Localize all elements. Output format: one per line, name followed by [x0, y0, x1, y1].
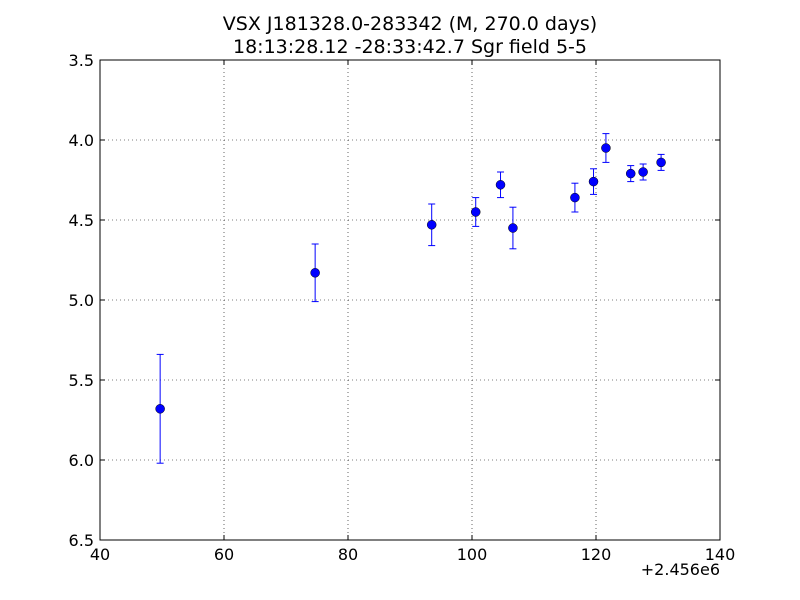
x-tick-label: 80 [338, 545, 358, 564]
y-tick-label: 4.5 [69, 211, 94, 230]
x-tick-label: 60 [214, 545, 234, 564]
data-point [495, 180, 506, 190]
data-point [426, 220, 437, 230]
x-tick-label: 140 [705, 545, 736, 564]
grid [100, 60, 720, 540]
plot-frame [99, 59, 721, 541]
y-tick-label: 5.0 [69, 291, 94, 310]
data-point [588, 176, 599, 187]
data-point [625, 168, 636, 179]
x-tick-label: 40 [90, 545, 110, 564]
x-tick-label: 120 [581, 545, 612, 564]
data-point [638, 167, 648, 177]
data-point [508, 223, 518, 233]
data-point [155, 404, 165, 414]
data-point [310, 268, 320, 278]
data-point [601, 143, 611, 153]
y-tick-label: 4.0 [69, 131, 94, 150]
chart-title-line2: 18:13:28.12 -28:33:42.7 Sgr field 5-5 [233, 36, 587, 58]
y-tick-label: 6.0 [69, 451, 94, 470]
y-tick-label: 3.5 [69, 51, 94, 70]
y-tick-label: 6.5 [69, 531, 94, 550]
data-points [155, 133, 666, 464]
x-offset-label: +2.456e6 [641, 560, 720, 579]
data-point [570, 192, 580, 203]
axis-ticks: 40 60 80 100 120 140 3.5 4.0 4.5 5.0 5.5 6.0 6.5 [69, 51, 736, 564]
data-point [656, 157, 666, 168]
y-tick-label: 5.5 [69, 371, 94, 390]
x-tick-label: 100 [457, 545, 488, 564]
chart-title-line1: VSX J181328.0-283342 (M, 270.0 days) [223, 13, 597, 35]
data-point [470, 207, 481, 217]
